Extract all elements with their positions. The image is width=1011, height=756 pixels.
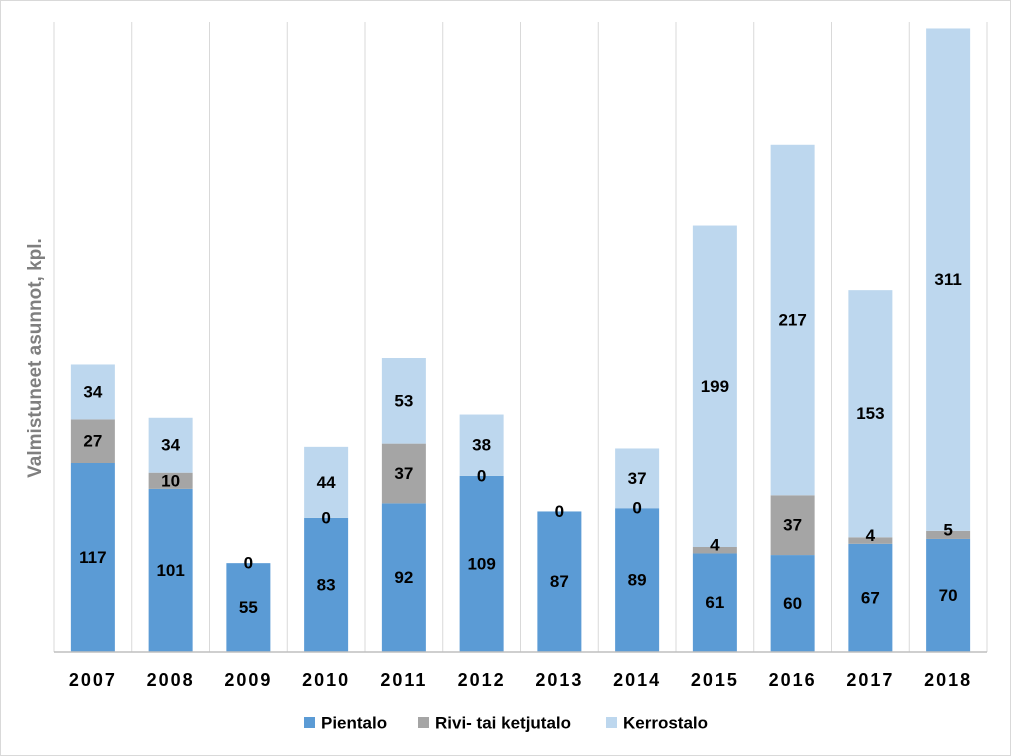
- data-label: 37: [394, 464, 413, 483]
- bar-segment: [848, 290, 893, 538]
- bar-segment: [770, 555, 815, 652]
- x-tick-label: 2007: [69, 670, 117, 690]
- data-label: 0: [244, 554, 253, 573]
- bar-segment: [848, 537, 893, 544]
- x-tick-label: 2012: [458, 670, 506, 690]
- data-label: 55: [239, 598, 258, 617]
- bar-segment: [848, 543, 893, 652]
- data-label: 60: [783, 594, 802, 613]
- x-tick-label: 2017: [846, 670, 894, 690]
- data-label: 89: [628, 571, 647, 590]
- data-label: 53: [394, 391, 413, 410]
- data-label: 61: [705, 593, 724, 612]
- data-label: 0: [632, 499, 641, 518]
- legend-swatch: [418, 717, 429, 728]
- bar-segment: [226, 563, 271, 652]
- bar-segment: [770, 144, 815, 496]
- legend-label: Kerrostalo: [623, 714, 708, 733]
- data-label: 10: [161, 471, 180, 490]
- bar-segment: [381, 358, 426, 444]
- bar-segment: [926, 538, 971, 652]
- legend-swatch: [304, 717, 315, 728]
- legend-label: Pientalo: [321, 714, 387, 733]
- data-label: 199: [701, 377, 729, 396]
- bar-segment: [381, 443, 426, 504]
- bar-segment: [148, 472, 193, 489]
- data-label: 34: [83, 382, 102, 401]
- bar-segment: [615, 448, 660, 509]
- bar-segment: [692, 553, 737, 652]
- bar-segment: [926, 530, 971, 539]
- bar-segment: [692, 547, 737, 554]
- data-label: 0: [477, 466, 486, 485]
- data-label: 153: [856, 404, 884, 423]
- bar-segment: [615, 508, 660, 652]
- legend-swatch: [606, 717, 617, 728]
- data-label: 4: [866, 526, 876, 545]
- bar-segment: [70, 419, 115, 463]
- x-tick-label: 2010: [302, 670, 350, 690]
- x-tick-label: 2015: [691, 670, 739, 690]
- x-tick-label: 2014: [613, 670, 661, 690]
- x-tick-label: 2011: [380, 670, 427, 690]
- bar-segment: [537, 511, 582, 652]
- data-label: 101: [156, 561, 184, 580]
- data-label: 4: [710, 536, 720, 555]
- x-tick-label: 2013: [535, 670, 583, 690]
- bar-segment: [459, 475, 504, 652]
- bar-segment: [148, 488, 193, 652]
- legend-label: Rivi- tai ketjutalo: [435, 714, 571, 733]
- y-axis-label: Valmistuneet asunnot, kpl.: [25, 238, 46, 478]
- data-label: 34: [161, 436, 180, 455]
- data-label: 5: [943, 520, 952, 539]
- x-tick-label: 2016: [769, 670, 817, 690]
- bar-segment: [692, 225, 737, 548]
- data-label: 83: [317, 575, 336, 594]
- data-label: 109: [467, 554, 495, 573]
- bar-segment: [926, 28, 971, 531]
- data-label: 217: [778, 311, 806, 330]
- data-label: 38: [472, 436, 491, 455]
- bar-segment: [148, 417, 193, 473]
- bar-segment: [770, 495, 815, 556]
- legend: Pientalo Rivi- tai ketjutalo Kerrostalo: [304, 714, 708, 733]
- data-label: 117: [79, 548, 106, 567]
- data-label: 0: [555, 502, 564, 521]
- bar-segment: [304, 517, 349, 652]
- bar-segment: [70, 364, 115, 420]
- data-label: 37: [783, 516, 802, 535]
- data-label: 311: [934, 270, 961, 289]
- data-label: 67: [861, 588, 880, 607]
- x-tick-label: 2009: [224, 670, 272, 690]
- x-tick-label: 2008: [147, 670, 195, 690]
- data-labels: 1172734101103455083044923753109038870890…: [79, 270, 962, 617]
- x-tick-label: 2018: [924, 670, 972, 690]
- data-label: 87: [550, 572, 569, 591]
- data-label: 70: [939, 586, 958, 605]
- bar-segment: [70, 463, 115, 652]
- data-label: 44: [317, 473, 336, 492]
- bar-segment: [304, 446, 349, 518]
- data-label: 27: [83, 432, 102, 451]
- x-axis: 2007 2008 2009 2010 2011 2012 2013 2014 2015 2016…: [54, 651, 987, 690]
- data-label: 92: [394, 568, 413, 587]
- data-label: 37: [628, 469, 647, 488]
- gridlines: [53, 22, 988, 652]
- bar-segment: [459, 414, 504, 476]
- bar-segment: [381, 503, 426, 652]
- data-label: 0: [321, 508, 330, 527]
- bars: [70, 28, 971, 652]
